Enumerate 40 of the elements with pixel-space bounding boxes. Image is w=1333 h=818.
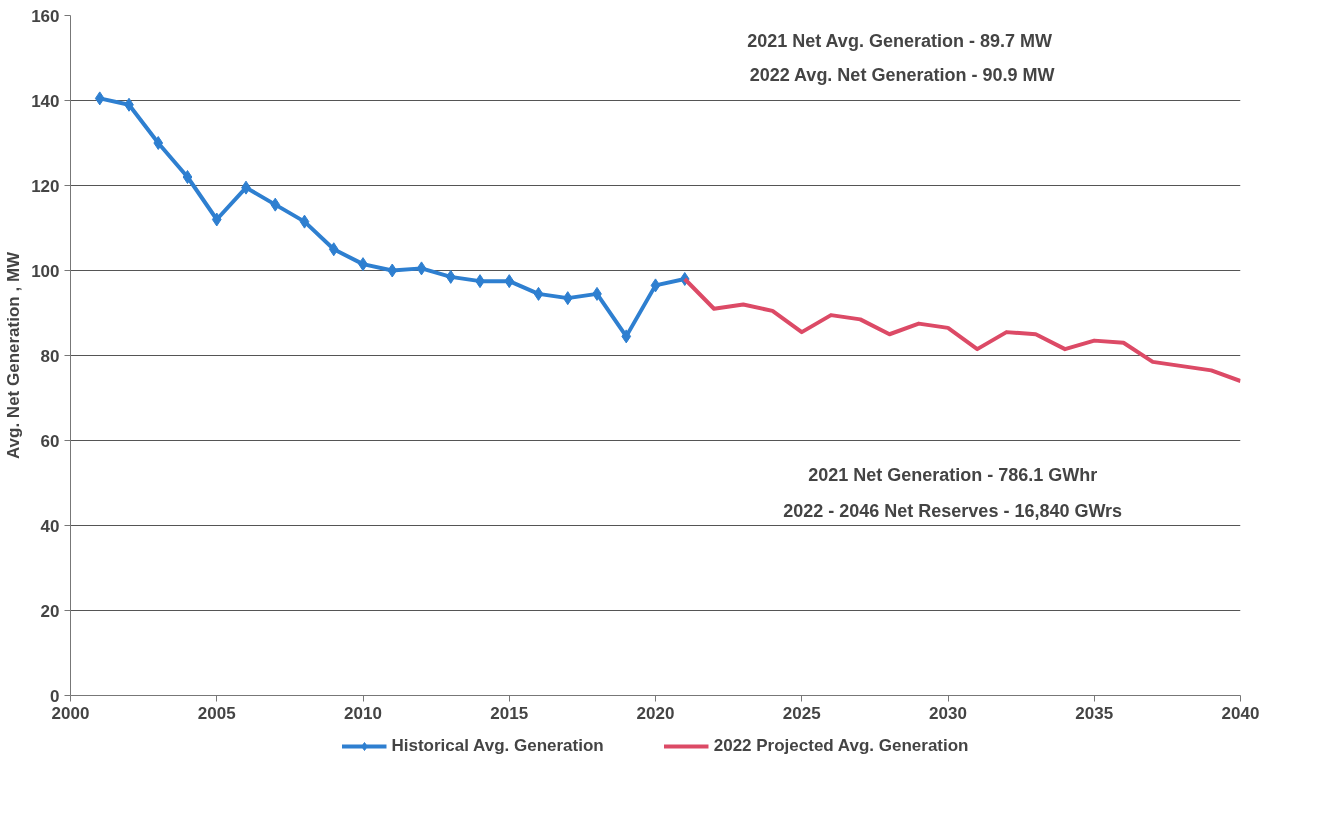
point: [533, 286, 544, 301]
legend-label: 2022 Projected Avg. Generation: [713, 736, 969, 756]
annotation: 2022 - 2046 Net Reserves - 16,840 GWrs: [783, 500, 1123, 521]
point: [416, 261, 427, 276]
point: [504, 274, 515, 289]
point: [211, 212, 222, 227]
point: [153, 136, 164, 150]
point: [94, 91, 105, 106]
point: [182, 170, 193, 184]
point: [299, 214, 310, 229]
point: [328, 242, 339, 257]
point: [387, 263, 398, 278]
point: [270, 197, 281, 212]
point: [650, 278, 661, 293]
x-tick-label: 2000: [51, 703, 90, 723]
y-tick-label: 0: [50, 686, 60, 706]
x-tick-label: 2035: [1075, 703, 1114, 723]
x-tick-label: 2010: [344, 703, 382, 723]
y-axis-title: Avg. Net Generation , MW: [4, 250, 24, 460]
annotation: 2022 Avg. Net Generation - 90.9 MW: [749, 65, 1055, 86]
point: [562, 291, 573, 306]
x-tick-label: 2025: [782, 703, 821, 723]
y-tick-label: 100: [31, 261, 60, 281]
point: [621, 329, 632, 344]
annotation: 2021 Net Generation - 786.1 GWhr: [808, 464, 1098, 485]
x-tick-label: 2015: [490, 703, 529, 723]
y-tick-label: 60: [40, 431, 60, 451]
y-tick-label: 160: [31, 6, 60, 26]
y-tick-label: 40: [40, 516, 60, 536]
point: [445, 269, 456, 284]
x-tick-label: 2030: [929, 703, 967, 723]
legend-label: Historical Avg. Generation: [391, 736, 604, 756]
x-tick-label: 2020: [636, 703, 675, 723]
y-tick-label: 20: [40, 601, 60, 621]
y-tick-label: 120: [31, 176, 60, 196]
x-tick-label: 2040: [1221, 703, 1260, 723]
y-tick-label: 140: [31, 91, 60, 111]
annotation: 2021 Net Avg. Generation - 89.7 MW: [747, 31, 1052, 51]
y-tick-label: 80: [40, 346, 60, 366]
x-tick-label: 2005: [197, 703, 236, 723]
